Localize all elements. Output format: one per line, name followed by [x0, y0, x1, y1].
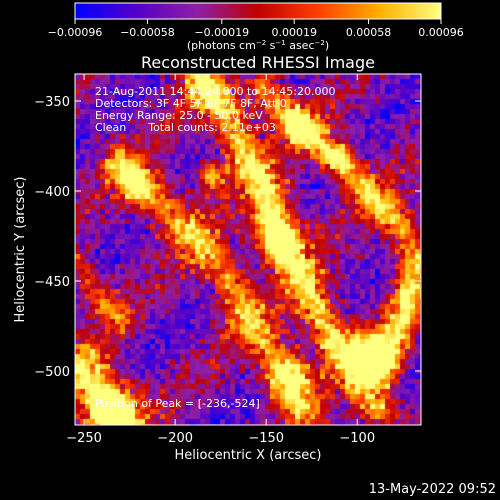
annotation-block: 21-Aug-2011 14:44:24.000 to 14:45:20.000…: [95, 86, 336, 134]
y-tick-label: −450: [34, 275, 70, 290]
colorbar-tick-label: −0.00096: [48, 26, 103, 39]
x-tick-label: −150: [248, 431, 284, 446]
energy-range-text: Energy Range: 25.0 - 50.0 keV: [95, 109, 263, 122]
colorbar: −0.00096 −0.00058 −0.00019 0.00019 0.00058 0.…: [48, 2, 464, 52]
y-tick-label: −400: [34, 185, 70, 200]
plot-frame: [74, 73, 422, 426]
colorbar-tick-label: 0.00019: [271, 26, 317, 39]
x-tick-label: −250: [66, 431, 102, 446]
x-tick-label: −100: [339, 431, 375, 446]
colorbar-ticks: −0.00096 −0.00058 −0.00019 0.00019 0.00058 0.…: [48, 19, 464, 39]
colorbar-tick-label: 0.00096: [418, 26, 464, 39]
heatmap-image: [75, 74, 421, 425]
peak-position-text: Position of Peak = [-236,-524]: [95, 397, 260, 410]
colorbar-unit-label: (photons cm−2 s−1 asec−2): [187, 39, 329, 52]
clean-counts-line: Clean Total counts: 2.11e+03: [95, 122, 336, 134]
clean-text: Clean: [95, 121, 127, 134]
colorbar-tick-label: −0.00058: [120, 26, 175, 39]
y-tick-label: −500: [34, 365, 70, 380]
y-tick-label: −350: [34, 95, 70, 110]
y-axis-label: Heliocentric Y (arcsec): [13, 177, 28, 323]
x-tick-label: −200: [157, 431, 193, 446]
detectors-text: Detectors: 3F 4F 5F 6F 7F 8F, Att 0: [95, 97, 287, 110]
total-counts-text: Total counts: 2.11e+03: [148, 121, 276, 134]
colorbar-tick-label: −0.00019: [194, 26, 249, 39]
colorbar-gradient: [74, 2, 442, 20]
chart-title: Reconstructed RHESSI Image: [141, 53, 375, 72]
x-axis-label: Heliocentric X (arcsec): [175, 448, 322, 463]
time-range-text: 21-Aug-2011 14:44:24.000 to 14:45:20.000: [95, 85, 336, 98]
footer-date: 13-May-2022 09:52: [368, 482, 496, 497]
colorbar-tick-label: 0.00058: [346, 26, 392, 39]
